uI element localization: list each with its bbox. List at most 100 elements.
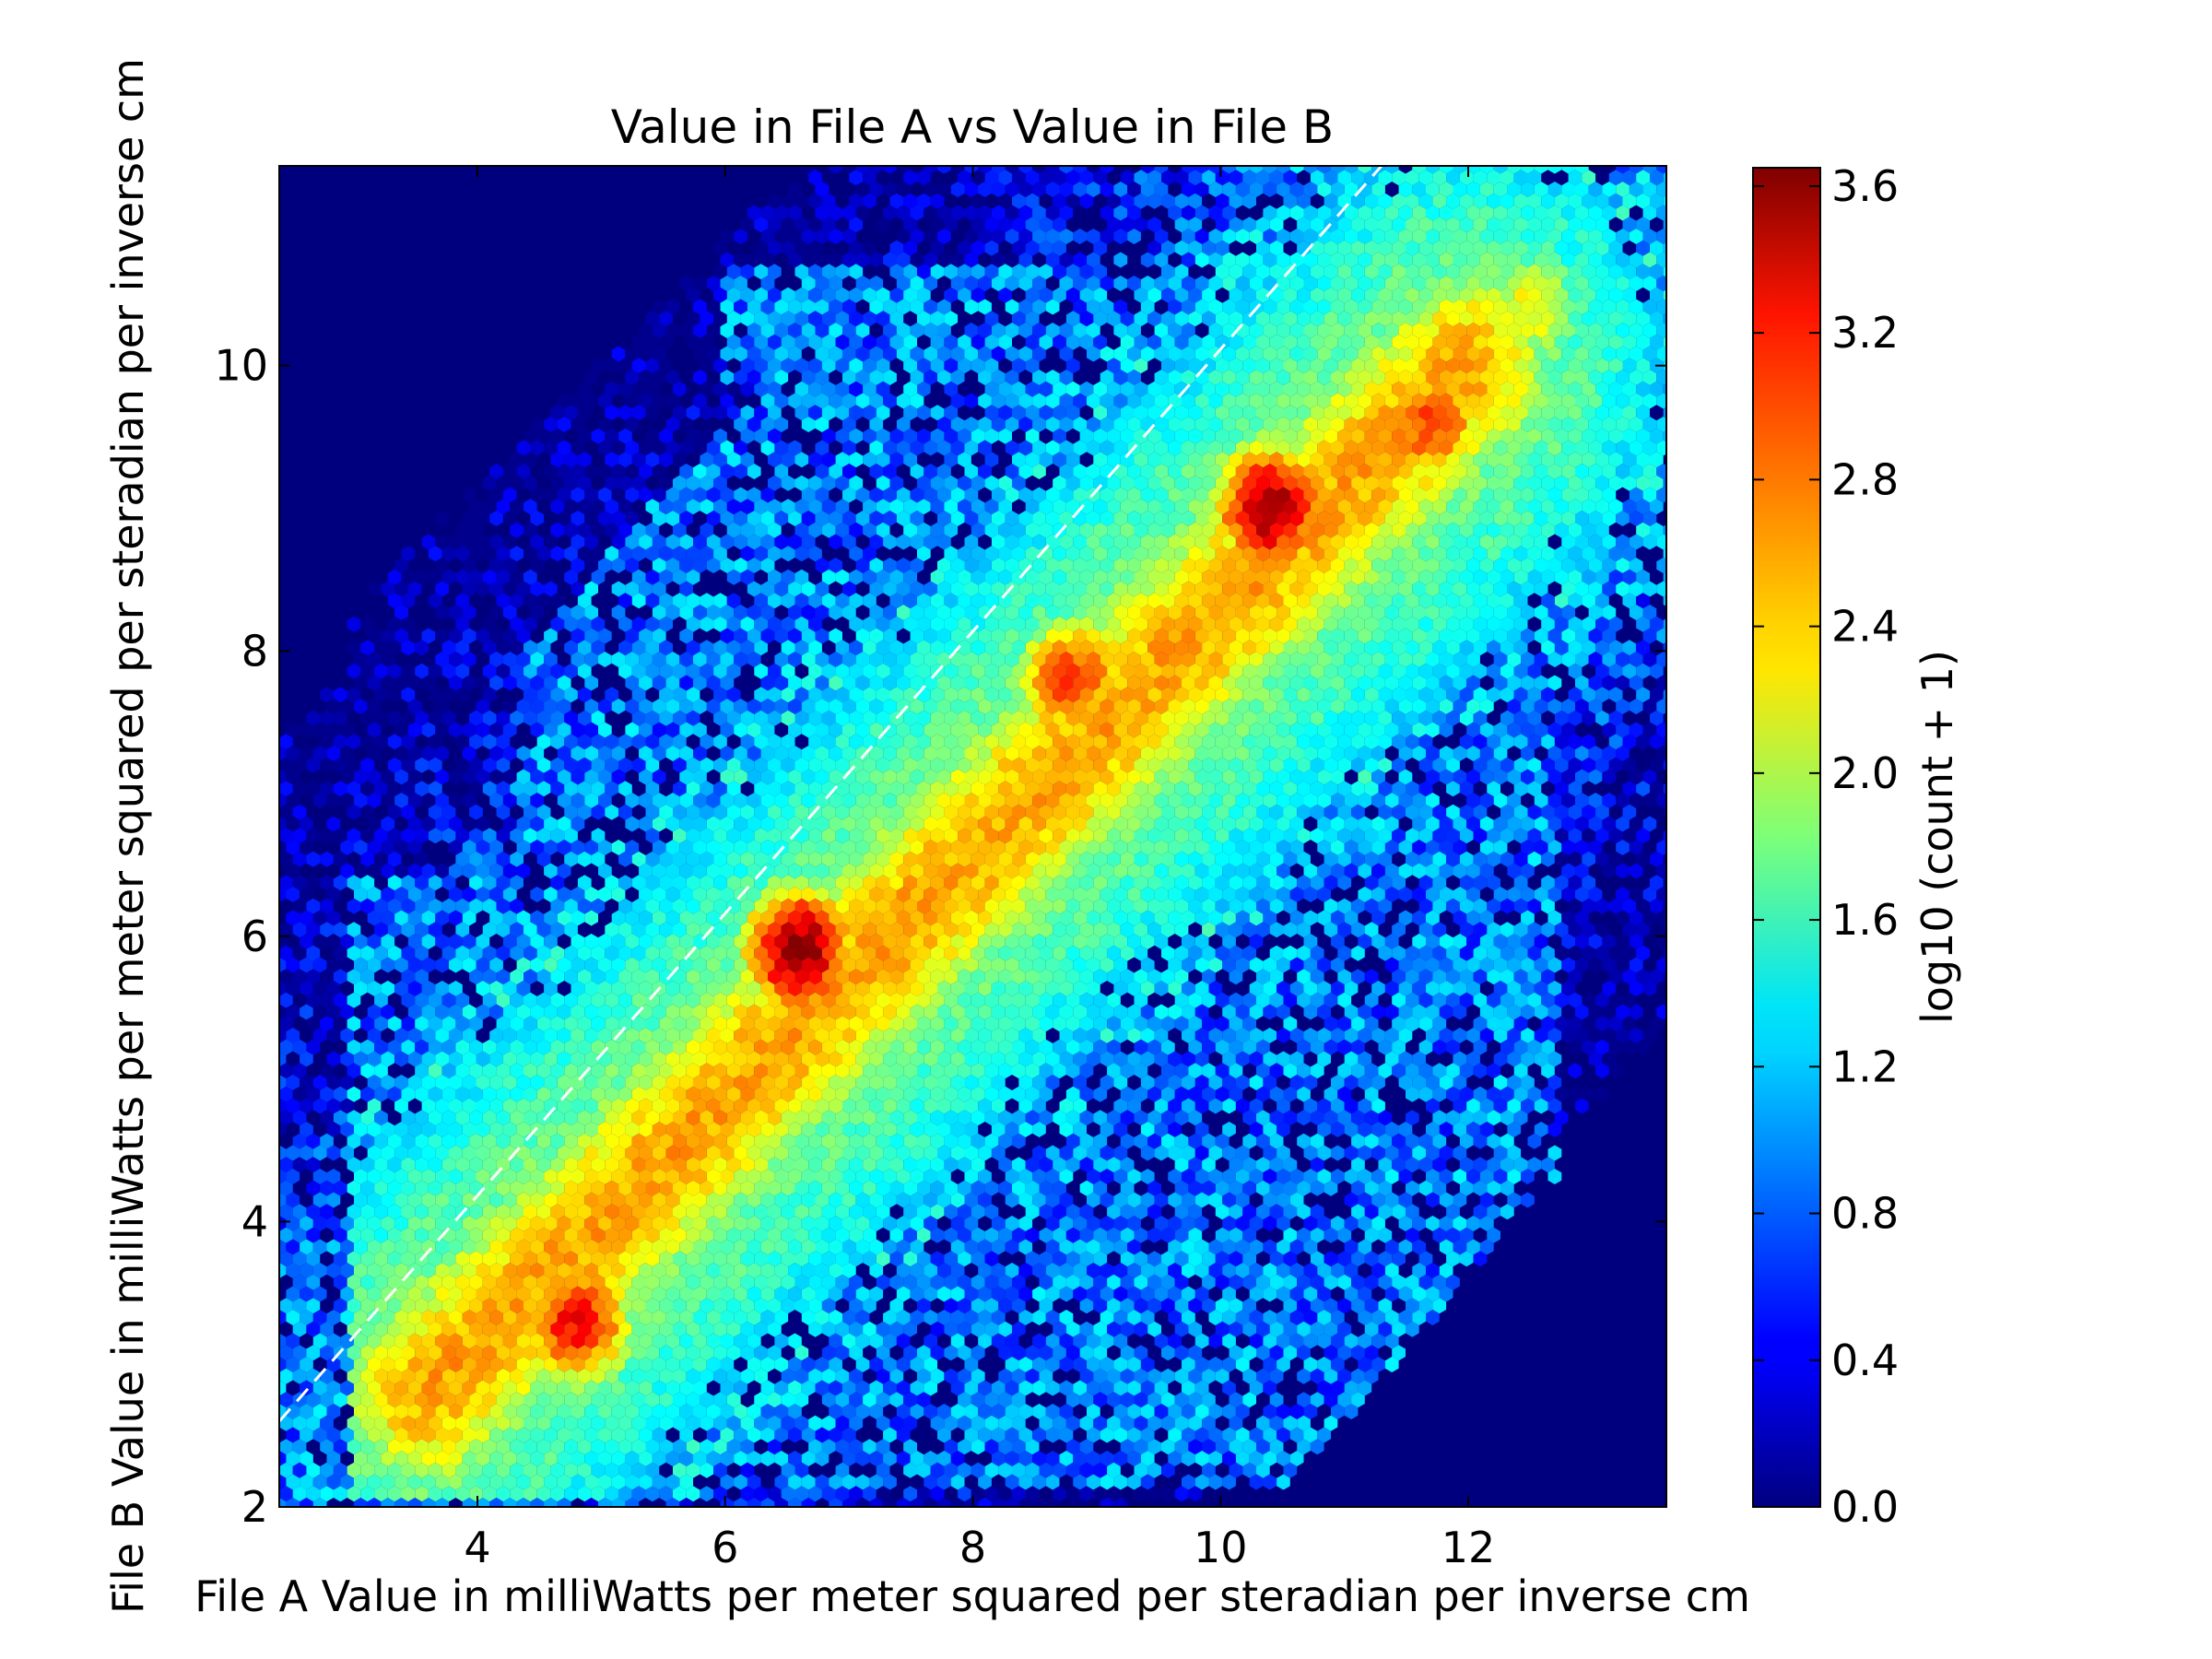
hex-cell: [1412, 182, 1426, 197]
hex-cell: [1616, 252, 1630, 268]
hex-cell: [1344, 182, 1359, 197]
hex-cell: [1568, 170, 1583, 186]
hex-cell: [930, 217, 945, 233]
hex-cell: [1235, 299, 1250, 315]
hex-cell: [1547, 276, 1562, 291]
hex-cell: [1134, 217, 1148, 233]
hex-cell: [1487, 217, 1500, 233]
hex-cell: [1147, 240, 1161, 256]
hex-cell: [1521, 182, 1535, 197]
hex-cell: [1656, 182, 1666, 197]
hex-cell: [978, 182, 992, 197]
hex-cell: [1012, 264, 1026, 280]
hex-cell: [1636, 311, 1650, 327]
hex-cell: [1059, 166, 1074, 174]
hex-cell: [984, 334, 999, 350]
hex-cell: [1446, 193, 1460, 209]
hex-cell: [1208, 299, 1223, 315]
hex-cell: [849, 170, 864, 186]
hex-cell: [1005, 229, 1019, 244]
hex-cell: [1588, 182, 1603, 197]
hex-cell: [971, 334, 985, 350]
hex-cell: [1358, 229, 1372, 244]
hex-cell: [1670, 770, 1684, 785]
hex-cell: [1500, 217, 1514, 233]
hex-cell: [734, 299, 747, 315]
hex-cell: [1297, 311, 1311, 327]
hex-cell: [1575, 229, 1589, 244]
hex-cell: [1263, 205, 1277, 221]
hex-cell: [903, 358, 917, 374]
hex-cell: [1656, 166, 1666, 174]
hex-cell: [768, 240, 782, 256]
hex-cell: [930, 193, 945, 209]
hex-cell: [1120, 170, 1135, 186]
hex-cell: [1277, 346, 1290, 362]
hex-cell: [1487, 311, 1500, 327]
hex-cell: [930, 334, 945, 350]
hex-cell: [1235, 276, 1250, 291]
hex-cell: [1147, 311, 1161, 327]
hex-cell: [754, 264, 768, 280]
hex-cell: [639, 346, 653, 362]
hex-cell: [659, 334, 673, 350]
hex-cell: [903, 170, 917, 186]
hex-cell: [1650, 193, 1664, 209]
hex-cell: [1087, 299, 1100, 315]
hex-cell: [1277, 299, 1290, 315]
hex-cell: [1527, 170, 1542, 186]
hex-cell: [869, 166, 884, 174]
hex-cell: [964, 323, 979, 338]
hex-cell: [1289, 205, 1304, 221]
hex-cell: [1500, 287, 1514, 303]
hex-cell: [1208, 276, 1223, 291]
hex-cell: [1459, 264, 1474, 280]
hex-cell: [1561, 205, 1575, 221]
hex-cell: [1263, 166, 1277, 174]
hex-cell: [1642, 229, 1657, 244]
hex-cell: [1249, 182, 1264, 197]
hex-cell: [1073, 229, 1087, 244]
hex-cell: [1582, 334, 1596, 350]
hex-cell: [855, 276, 870, 291]
hex-cell: [1053, 264, 1066, 280]
hex-cell: [1053, 240, 1066, 256]
hex-cell: [1025, 358, 1040, 374]
hex-cell: [1174, 311, 1189, 327]
hex-cell: [855, 346, 870, 362]
hex-cell: [1161, 287, 1175, 303]
hex-cell: [781, 193, 795, 209]
hex-cell: [1161, 170, 1175, 186]
hex-cell: [1174, 264, 1189, 280]
hex-cell: [1358, 299, 1372, 315]
hex-cell: [1493, 229, 1508, 244]
hex-cell: [1608, 240, 1623, 256]
hex-cell: [1466, 346, 1480, 362]
hex-cell: [1364, 334, 1379, 350]
hex-cell: [1493, 346, 1508, 362]
hex-cell: [903, 193, 917, 209]
hex-cell: [829, 252, 842, 268]
hex-cell: [1473, 170, 1488, 186]
hex-cell: [794, 217, 809, 233]
hex-cell: [1364, 287, 1379, 303]
hex-cell: [1561, 166, 1575, 174]
hex-cell: [984, 240, 999, 256]
hex-cell: [1650, 311, 1664, 327]
hex-cell: [774, 323, 789, 338]
hex-cell: [1032, 276, 1046, 291]
hex-cell: [1473, 193, 1488, 209]
hex-cell: [1521, 205, 1535, 221]
hex-cell: [720, 276, 735, 291]
hex-cell: [1459, 193, 1474, 209]
hex-cell: [1235, 229, 1250, 244]
hex-cell: [1656, 276, 1666, 291]
hex-cell: [1588, 205, 1603, 221]
hex-cell: [1541, 334, 1555, 350]
hex-cell: [964, 346, 979, 362]
hex-cell: [679, 276, 693, 291]
hex-cell: [1351, 240, 1365, 256]
hex-cell: [910, 323, 924, 338]
hex-cell: [930, 264, 945, 280]
hex-cell: [1479, 299, 1494, 315]
